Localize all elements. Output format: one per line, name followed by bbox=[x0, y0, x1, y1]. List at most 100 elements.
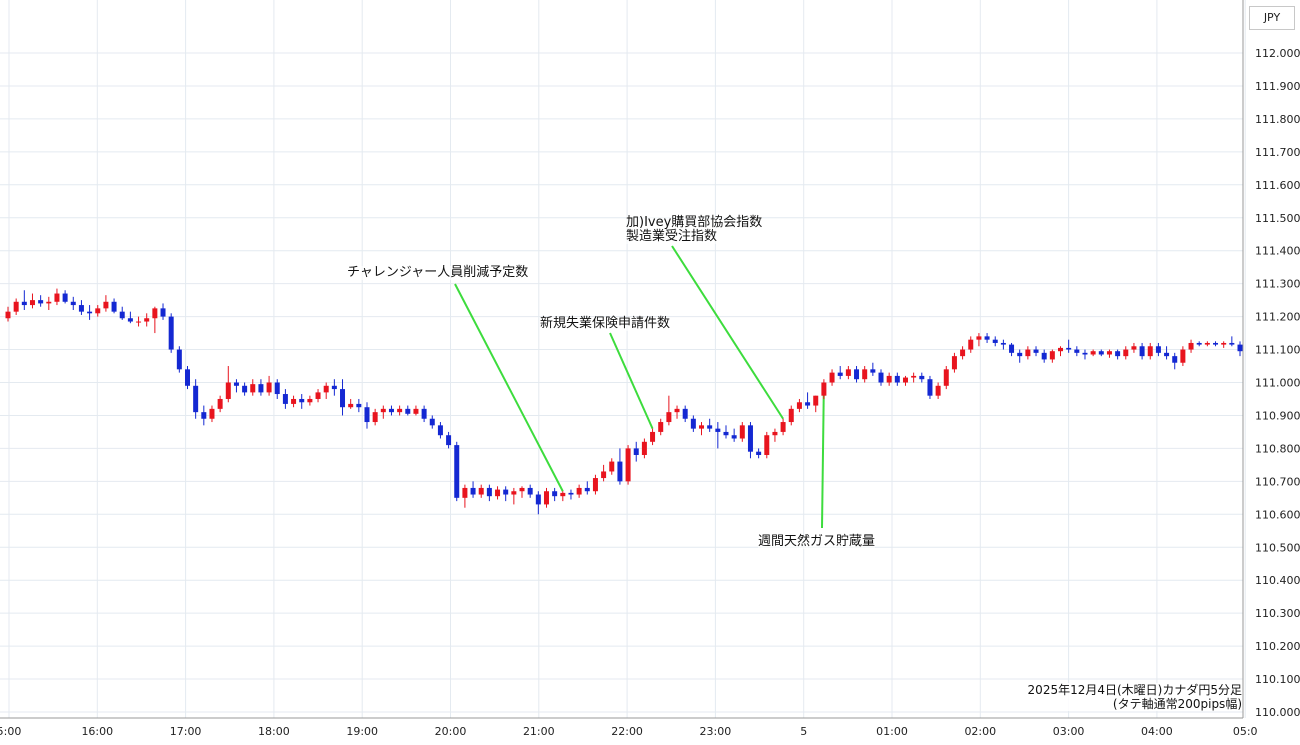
candle bbox=[454, 441, 460, 502]
candle bbox=[617, 448, 623, 485]
caption-line1: 2025年12月4日(木曜日)カナダ円5分足 bbox=[1027, 683, 1242, 697]
y-tick-label: 111.500 bbox=[1255, 212, 1300, 225]
candle bbox=[111, 298, 117, 314]
candle bbox=[739, 422, 745, 442]
x-tick-label: 5 bbox=[800, 725, 807, 738]
candle bbox=[21, 290, 27, 311]
candle-body bbox=[821, 382, 827, 396]
candle-body bbox=[535, 494, 541, 505]
candle bbox=[886, 372, 892, 386]
x-tick-label: 19:00 bbox=[346, 725, 378, 738]
candle-body bbox=[1017, 352, 1023, 357]
candle bbox=[1196, 341, 1202, 347]
candle-body bbox=[1123, 349, 1129, 357]
candle-body bbox=[625, 448, 631, 482]
candle bbox=[95, 305, 101, 317]
candle-body bbox=[723, 431, 729, 436]
candle-body bbox=[813, 395, 819, 406]
candle bbox=[266, 375, 272, 396]
candle-body bbox=[62, 293, 68, 302]
candle bbox=[715, 422, 721, 449]
candle bbox=[356, 398, 362, 413]
candle-body bbox=[739, 425, 745, 439]
candle-body bbox=[935, 385, 941, 396]
candle bbox=[274, 379, 280, 399]
candle bbox=[1188, 339, 1194, 353]
candle bbox=[576, 484, 582, 498]
candle-body bbox=[29, 300, 35, 306]
candle-body bbox=[13, 301, 19, 312]
candle bbox=[176, 346, 182, 373]
candle bbox=[478, 484, 484, 498]
candle bbox=[1090, 349, 1096, 357]
annotation-jobless-claims: 新規失業保険申請件数 bbox=[540, 316, 671, 331]
candle-body bbox=[951, 356, 957, 370]
candle-body bbox=[968, 339, 974, 350]
candle bbox=[184, 366, 190, 390]
y-tick-label: 110.800 bbox=[1255, 442, 1300, 455]
candle bbox=[1106, 349, 1112, 358]
candle-body bbox=[927, 379, 933, 396]
candle bbox=[870, 362, 876, 376]
annotation-challenger: チャレンジャー人員削減予定数 bbox=[347, 265, 529, 280]
candle bbox=[348, 398, 354, 409]
candle bbox=[641, 438, 647, 459]
candle-body bbox=[764, 435, 770, 455]
candle-body bbox=[976, 336, 982, 340]
candle-body bbox=[1090, 351, 1096, 355]
candle-body bbox=[845, 369, 851, 376]
candle bbox=[136, 316, 142, 327]
candle-body bbox=[315, 392, 321, 399]
candle-body bbox=[584, 487, 590, 492]
candle-body bbox=[796, 402, 802, 409]
candle bbox=[119, 306, 125, 320]
candle bbox=[242, 382, 248, 396]
candle-body bbox=[1009, 344, 1015, 353]
y-tick-label: 111.800 bbox=[1255, 113, 1300, 126]
candle bbox=[233, 379, 239, 393]
candle-body bbox=[209, 408, 215, 419]
candle bbox=[144, 313, 150, 327]
candle bbox=[372, 408, 378, 426]
candle-body bbox=[519, 487, 525, 492]
candle-body bbox=[1188, 342, 1194, 350]
candle-body bbox=[242, 385, 248, 393]
candle bbox=[935, 382, 941, 399]
candle-body bbox=[1049, 351, 1055, 360]
candle-body bbox=[331, 385, 337, 390]
candle-body bbox=[323, 385, 329, 393]
candle bbox=[1025, 346, 1031, 360]
candle bbox=[388, 405, 394, 416]
y-axis: 112.000 111.900 111.800 111.700 111.600 111.5… bbox=[1242, 0, 1300, 719]
candle bbox=[601, 464, 607, 482]
candle bbox=[845, 366, 851, 380]
candle-body bbox=[592, 478, 598, 492]
candle-body bbox=[650, 431, 656, 442]
x-tick-label: 23:00 bbox=[700, 725, 732, 738]
candle-body bbox=[340, 389, 346, 408]
x-tick-label: 16:00 bbox=[81, 725, 113, 738]
candle bbox=[519, 486, 525, 498]
candle-body bbox=[788, 408, 794, 423]
candle bbox=[511, 487, 517, 505]
candle bbox=[625, 445, 631, 485]
candle bbox=[764, 431, 770, 459]
candle-body bbox=[911, 375, 917, 378]
candle-body bbox=[1213, 342, 1219, 345]
y-tick-label: 111.000 bbox=[1255, 377, 1300, 390]
candle-body bbox=[38, 300, 44, 304]
y-tick-label: 110.900 bbox=[1255, 409, 1300, 422]
candle-body bbox=[1033, 349, 1039, 353]
candle-body bbox=[707, 425, 713, 429]
candle bbox=[87, 305, 93, 320]
candle-body bbox=[5, 311, 11, 319]
candle bbox=[731, 428, 737, 442]
candle-body bbox=[772, 431, 778, 436]
candle bbox=[1066, 339, 1072, 353]
candle-body bbox=[1041, 352, 1047, 360]
candle bbox=[543, 487, 549, 508]
candle bbox=[650, 428, 656, 446]
currency-selector[interactable]: JPY bbox=[1249, 6, 1295, 30]
candle bbox=[992, 336, 998, 347]
